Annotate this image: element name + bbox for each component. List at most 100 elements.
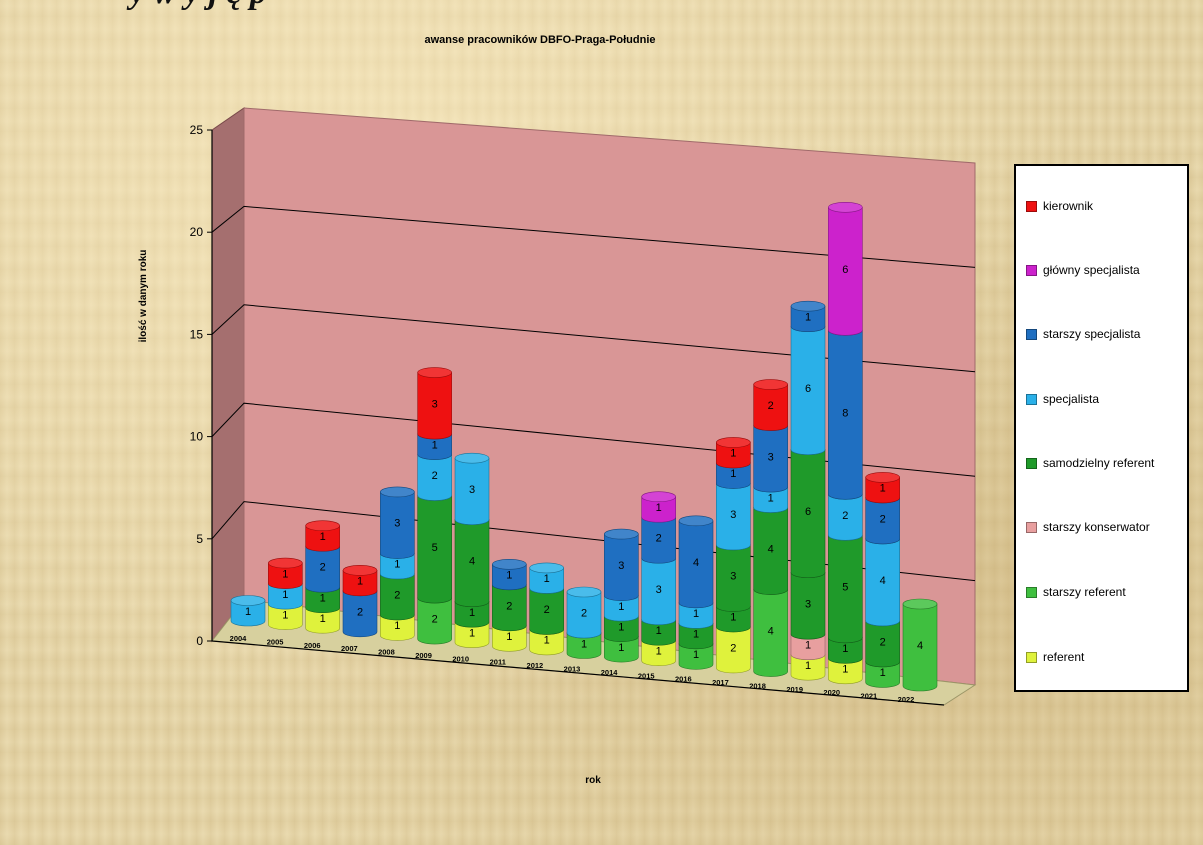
bar-segment-body — [417, 495, 452, 604]
bar-segment-top — [828, 201, 863, 213]
data-label: 4 — [469, 556, 475, 568]
data-label: 3 — [730, 509, 736, 521]
bar-segment: 3 — [753, 420, 788, 493]
x-tick-label: 2010 — [452, 654, 469, 663]
data-label: 1 — [656, 645, 662, 657]
bar-segment-body — [454, 601, 490, 628]
bar-segment-body — [828, 657, 863, 685]
data-label: 1 — [282, 589, 288, 601]
bar-segment-top — [865, 472, 900, 483]
bar-segment-body — [454, 457, 490, 525]
bar-segment: 4 — [753, 502, 788, 595]
data-label: 1 — [282, 609, 288, 621]
bar-segment-body — [716, 462, 751, 489]
data-label: 3 — [432, 398, 438, 410]
x-tick-label: 2008 — [378, 648, 395, 657]
bar-segment-body — [790, 305, 826, 332]
legend-item: samodzielny referent — [1026, 455, 1154, 471]
data-label: 1 — [618, 642, 624, 654]
legend-swatch — [1026, 521, 1037, 533]
data-label: 2 — [842, 510, 848, 522]
bar-2014: 1 1 1 3 — [604, 528, 639, 663]
bar-segment-body — [305, 586, 340, 614]
data-label: 1 — [320, 592, 326, 604]
y-tick-label: 15 — [190, 327, 204, 341]
bar-segment-top — [454, 452, 490, 464]
bar-segment: 1 — [641, 491, 676, 523]
x-axis-ticks: 2004 2005 2006 2007 2008 2009 2010 2011 2012 2013… — [230, 634, 915, 704]
x-tick-label: 2004 — [230, 634, 248, 643]
data-label: 3 — [805, 598, 811, 610]
x-tick-label: 2018 — [749, 681, 766, 690]
data-label: 2 — [432, 614, 438, 626]
bar-segment: 3 — [716, 478, 751, 551]
bar-segment: 1 — [529, 562, 564, 594]
data-label: 2 — [581, 608, 587, 620]
bar-segment-body — [417, 597, 452, 645]
bar-segment: 3 — [716, 539, 751, 612]
bar-segment-body — [454, 519, 490, 607]
bar-segment-top — [492, 558, 527, 570]
bar-segment-body — [454, 621, 490, 648]
y-axis-label: ilość w danym roku — [138, 250, 149, 343]
data-label: 5 — [842, 582, 848, 594]
bar-2013: 12 — [566, 586, 602, 659]
bar-segment-top — [230, 595, 266, 606]
bar-segment-top — [305, 520, 340, 532]
bar-segment-top — [604, 528, 639, 540]
bar-2016: 1 1 1 4 — [678, 515, 714, 670]
bar-segment: 5 — [828, 529, 863, 644]
legend-swatch — [1026, 586, 1037, 598]
bar-segment: 3 — [454, 452, 490, 525]
legend-label: specjalista — [1043, 392, 1100, 406]
data-label: 1 — [469, 607, 475, 619]
side-wall — [211, 107, 245, 643]
bar-segment-body — [604, 636, 639, 663]
x-tick-label: 2011 — [490, 658, 506, 667]
data-label: 8 — [842, 407, 848, 419]
legend-swatch — [1026, 457, 1037, 469]
data-label: 1 — [805, 639, 811, 651]
data-label: 1 — [320, 613, 326, 625]
bar-segment-body — [492, 625, 527, 652]
y-tick-label: 0 — [196, 634, 203, 648]
data-label: 1 — [320, 531, 326, 543]
bar-segment: 1 — [342, 565, 378, 597]
x-tick-label: 2014 — [601, 668, 619, 677]
data-label: 1 — [544, 635, 550, 647]
bar-segment-top — [566, 586, 602, 598]
bar-segment-body — [604, 595, 639, 622]
bar-segment: 4 — [902, 598, 938, 692]
bar-segment-body — [902, 603, 938, 692]
bar-segment-top — [641, 491, 676, 503]
data-label: 5 — [432, 542, 438, 554]
bar-segment-top — [268, 557, 303, 569]
y-tick-label: 5 — [196, 532, 203, 546]
data-label: 4 — [768, 626, 774, 638]
bar-segment-body — [865, 620, 900, 668]
bar-segment-body — [641, 639, 676, 667]
data-label: 1 — [544, 573, 550, 585]
data-label: 1 — [880, 483, 886, 495]
x-tick-label: 2017 — [712, 678, 729, 687]
bar-segment: 3 — [790, 567, 826, 640]
data-label: 1 — [357, 576, 363, 588]
bar-segment-body — [529, 629, 564, 656]
legend-label: kierownik — [1043, 199, 1094, 213]
bar-segment: 8 — [828, 324, 863, 500]
data-label: 6 — [842, 264, 848, 276]
bar-segment: 4 — [678, 515, 714, 609]
bar-segment-body — [305, 607, 340, 634]
legend-item: starszy referent — [1026, 584, 1126, 600]
bar-segment: 1 — [230, 595, 266, 627]
legend-item: referent — [1026, 649, 1084, 665]
data-label: 2 — [544, 604, 550, 616]
data-label: 1 — [394, 559, 400, 571]
bar-segment-body — [828, 329, 863, 500]
bar-segment-body — [566, 632, 602, 659]
bar-segment-body — [417, 372, 452, 440]
data-label: 4 — [693, 557, 699, 569]
bar-2012: 1 2 1 — [529, 562, 564, 656]
bar-2015: 1 1 3 2 1 — [641, 491, 676, 667]
bar-segment-body — [641, 557, 676, 626]
